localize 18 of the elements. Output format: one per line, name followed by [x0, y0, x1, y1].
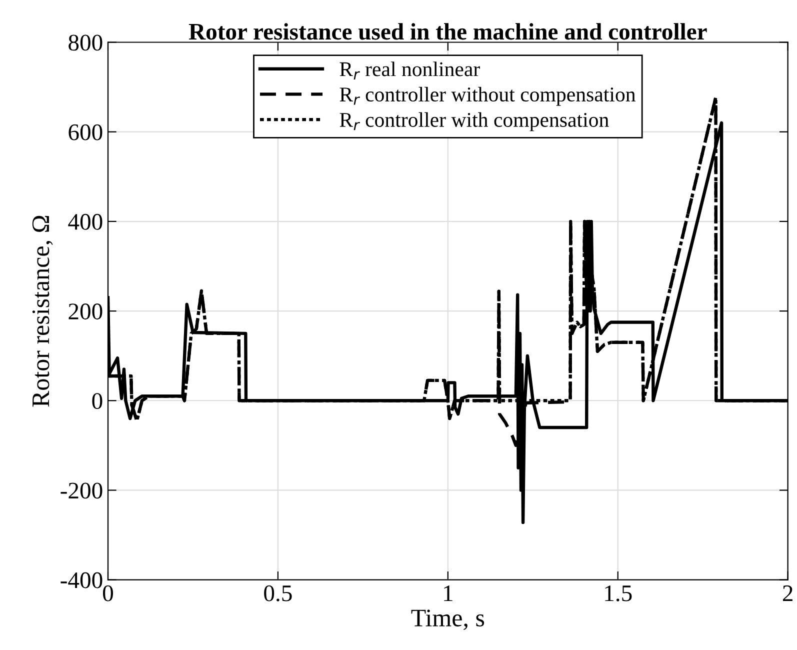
- y-tick-label: 0: [92, 393, 102, 410]
- x-tick-label: 0: [102, 585, 113, 602]
- y-tick-label: -200: [60, 482, 102, 499]
- x-tick-label: 1.5: [605, 585, 632, 602]
- x-axis-title: Time, s: [411, 610, 484, 630]
- x-tick-label: 2: [782, 585, 792, 602]
- y-tick-label: 400: [68, 214, 102, 230]
- chart-title: Rotor resistance used in the machine and controller: [188, 23, 707, 40]
- legend-label: R$_{r}$ real nonlinear: [340, 62, 480, 80]
- y-tick-label: 600: [68, 124, 102, 140]
- y-tick-label: -400: [60, 572, 102, 588]
- y-tick-label: 800: [68, 34, 102, 51]
- y-tick-label: 200: [68, 304, 102, 320]
- x-tick-label: 1: [444, 585, 452, 602]
- legend-label: R$_{r}$ controller with compensation: [340, 112, 609, 132]
- y-axis-title: Rotor resistance, Ω: [32, 216, 53, 407]
- legend-label: R$_{r}$ controller without compensation: [340, 86, 636, 106]
- x-tick-label: 0.5: [264, 585, 292, 602]
